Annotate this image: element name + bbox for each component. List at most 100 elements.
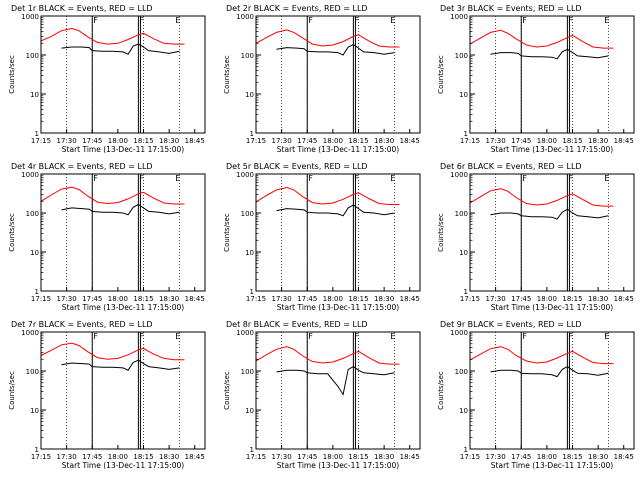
x-tick-label: 18:00: [108, 453, 128, 461]
y-tick-label: 10: [459, 407, 468, 415]
x-tick-label: 17:15: [460, 453, 480, 461]
marker-label: F: [568, 174, 573, 183]
x-tick-label: 18:15: [562, 137, 582, 145]
x-tick-label: 18:30: [588, 295, 608, 303]
plot-frame: [255, 331, 421, 450]
y-tick-label: 1: [35, 288, 39, 296]
panel-title: Det 8r BLACK = Events, RED = LLD: [226, 320, 368, 329]
marker-label: F: [139, 332, 144, 341]
x-axis-label: Start Time (13-Dec-11 17:15:00): [62, 461, 184, 470]
x-tick-label: 18:00: [537, 453, 557, 461]
x-tick-label: 18:45: [400, 295, 420, 303]
x-tick-label: 17:15: [31, 137, 51, 145]
x-tick-label: 18:15: [133, 295, 153, 303]
series-line-lld: [255, 186, 400, 205]
x-tick-label: 17:45: [511, 137, 531, 145]
marker-label: F: [522, 332, 527, 341]
marker-label: F: [93, 174, 98, 183]
x-tick-label: 18:15: [562, 295, 582, 303]
x-axis-label: Start Time (13-Dec-11 17:15:00): [277, 461, 399, 470]
y-tick-label: 100: [241, 52, 254, 60]
marker-label: F: [308, 174, 313, 183]
x-tick-label: 18:30: [374, 295, 394, 303]
marker-label: F: [522, 16, 527, 25]
marker-label: E: [175, 332, 180, 341]
y-tick-label: 1000: [450, 171, 468, 179]
panel-title: Det 3r BLACK = Events, RED = LLD: [440, 4, 582, 13]
marker-label: F: [93, 332, 98, 341]
panel-det-5: Det 5r BLACK = Events, RED = LLD F F E 1 10 10…: [223, 162, 421, 312]
y-tick-label: 10: [459, 249, 468, 257]
x-tick-label: 17:45: [82, 295, 102, 303]
y-tick-label: 100: [455, 52, 468, 60]
y-tick-label: 100: [26, 210, 39, 218]
series-line-lld: [255, 29, 400, 48]
x-tick-label: 17:45: [82, 137, 102, 145]
series-line-events: [490, 208, 609, 220]
x-tick-label: 18:00: [108, 295, 128, 303]
panel-title: Det 9r BLACK = Events, RED = LLD: [440, 320, 582, 329]
panel-det-1: Det 1r BLACK = Events, RED = LLD F F E 1 10 10…: [8, 4, 206, 154]
y-axis-label: Counts/sec: [8, 213, 16, 252]
y-tick-label: 1000: [21, 329, 39, 337]
y-tick-label: 1000: [21, 171, 39, 179]
y-tick-label: 1000: [236, 171, 254, 179]
x-tick-label: 17:30: [57, 453, 77, 461]
x-tick-label: 17:30: [486, 295, 506, 303]
marker-label: F: [354, 174, 359, 183]
x-tick-label: 18:15: [348, 453, 368, 461]
x-tick-label: 18:15: [133, 137, 153, 145]
y-axis-label: Counts/sec: [223, 213, 231, 252]
panel-title: Det 1r BLACK = Events, RED = LLD: [11, 4, 153, 13]
x-tick-label: 17:30: [272, 295, 292, 303]
y-tick-label: 1000: [21, 13, 39, 21]
x-tick-label: 18:45: [614, 453, 634, 461]
series-line-lld: [255, 346, 400, 365]
x-tick-label: 17:30: [272, 137, 292, 145]
y-tick-label: 10: [30, 407, 39, 415]
x-tick-label: 17:15: [460, 295, 480, 303]
y-axis-label: Counts/sec: [8, 371, 16, 410]
x-tick-label: 17:30: [486, 453, 506, 461]
y-tick-label: 100: [241, 368, 254, 376]
y-axis-label: Counts/sec: [437, 55, 445, 94]
y-axis-label: Counts/sec: [223, 55, 231, 94]
series-line-lld: [469, 29, 614, 49]
x-tick-label: 18:15: [348, 137, 368, 145]
x-tick-label: 17:15: [246, 137, 266, 145]
x-tick-label: 18:00: [537, 137, 557, 145]
x-tick-label: 17:45: [297, 295, 317, 303]
series-line-lld: [40, 186, 185, 205]
plot-frame: [40, 331, 206, 450]
x-tick-label: 17:30: [57, 137, 77, 145]
y-tick-label: 1: [250, 446, 254, 454]
marker-label: F: [568, 332, 573, 341]
marker-label: E: [390, 16, 395, 25]
marker-label: F: [139, 174, 144, 183]
series-line-lld: [40, 27, 185, 45]
x-tick-label: 18:00: [108, 137, 128, 145]
x-tick-label: 18:45: [614, 295, 634, 303]
panel-det-9: Det 9r BLACK = Events, RED = LLD F F E 1 10 10…: [437, 320, 635, 470]
plot-frame: [40, 173, 206, 292]
series-line-lld: [469, 346, 614, 365]
marker-label: F: [568, 16, 573, 25]
marker-label: E: [390, 332, 395, 341]
plot-frame: [469, 331, 635, 450]
x-tick-label: 17:30: [57, 295, 77, 303]
panel-det-6: Det 6r BLACK = Events, RED = LLD F F E 1 10 10…: [437, 162, 635, 312]
plot-frame: [255, 15, 421, 134]
x-axis-label: Start Time (13-Dec-11 17:15:00): [62, 303, 184, 312]
plot-frame: [255, 173, 421, 292]
x-tick-label: 18:30: [588, 453, 608, 461]
y-tick-label: 10: [459, 91, 468, 99]
series-line-events: [490, 48, 609, 60]
x-tick-label: 17:45: [511, 295, 531, 303]
plot-frame: [469, 173, 635, 292]
marker-label: E: [175, 174, 180, 183]
y-axis-label: Counts/sec: [8, 55, 16, 94]
y-tick-label: 1000: [236, 13, 254, 21]
plot-frame: [469, 15, 635, 134]
panel-title: Det 6r BLACK = Events, RED = LLD: [440, 162, 582, 171]
